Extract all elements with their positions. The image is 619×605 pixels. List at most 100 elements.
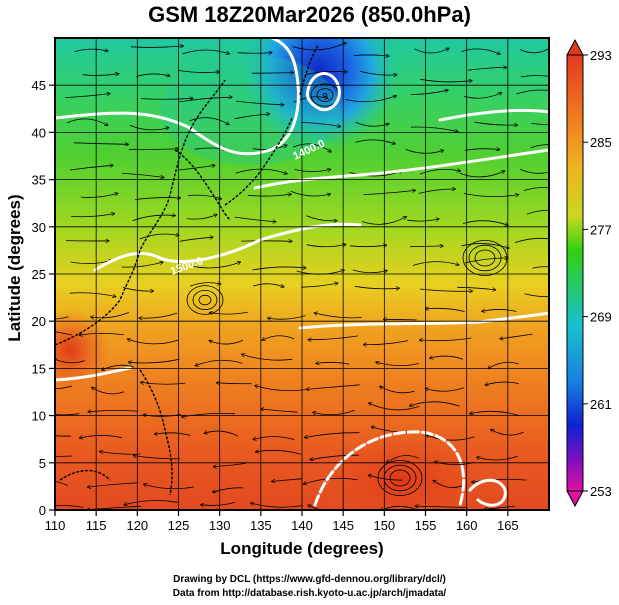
contour-1400	[55, 38, 300, 156]
streamline	[132, 215, 175, 221]
y-tick-label: 10	[32, 409, 46, 424]
streamline	[234, 216, 276, 222]
streamline	[179, 97, 232, 103]
streamline	[67, 118, 107, 125]
colorbar: 293 285 277 269 261 253	[566, 38, 612, 508]
y-tick-label: 45	[32, 78, 46, 93]
credit-line-2: Data from http://database.rish.kyoto-u.a…	[172, 588, 447, 599]
streamline	[376, 362, 420, 366]
streamline	[182, 412, 236, 417]
streamline	[523, 186, 549, 191]
streamline	[410, 90, 448, 95]
streamline	[272, 478, 303, 482]
streamline	[294, 169, 331, 171]
streamline	[290, 191, 331, 196]
x-tick-label: 110	[45, 518, 66, 533]
y-tick-label: 15	[32, 361, 46, 376]
streamline	[363, 190, 416, 195]
streamline	[516, 89, 549, 95]
streamline	[526, 209, 549, 215]
streamline	[74, 49, 108, 51]
streamline	[425, 388, 465, 392]
x-tick-label: 125	[168, 518, 190, 533]
streamline	[139, 234, 179, 240]
streamline	[313, 409, 355, 415]
streamline	[306, 244, 346, 248]
x-tick-label: 135	[250, 518, 272, 533]
streamline	[345, 96, 396, 103]
streamline	[349, 245, 386, 247]
streamline	[300, 122, 340, 126]
streamline	[55, 481, 68, 486]
streamline	[236, 100, 283, 105]
streamline	[519, 47, 549, 54]
streamline	[354, 285, 399, 288]
streamline	[253, 436, 295, 440]
streamline	[196, 359, 243, 365]
streamline	[55, 504, 84, 508]
streamline	[530, 144, 549, 149]
credit-line-1: Drawing by DCL (https://www.gfd-dennou.o…	[173, 574, 446, 585]
streamline	[186, 215, 217, 220]
streamline	[474, 121, 518, 125]
x-tick-label: 150	[373, 518, 395, 533]
streamline	[255, 386, 306, 392]
streamline	[55, 435, 71, 437]
streamline	[189, 117, 229, 125]
streamline	[369, 475, 403, 481]
streamline	[427, 435, 475, 441]
streamline	[463, 93, 501, 99]
streamline	[102, 364, 135, 370]
streamline	[488, 361, 519, 368]
colorbar-label: 261	[590, 397, 612, 412]
vortex-streamline	[192, 289, 218, 310]
grid-lines	[55, 38, 549, 510]
streamline	[292, 43, 347, 51]
y-tick-label: 40	[32, 125, 46, 140]
streamline	[122, 286, 153, 291]
streamline	[433, 480, 464, 488]
streamline	[252, 73, 293, 74]
streamline	[122, 173, 163, 177]
streamline	[91, 312, 129, 318]
streamline	[355, 139, 395, 144]
streamline	[310, 454, 359, 460]
streamline	[55, 455, 73, 458]
streamline	[140, 98, 193, 99]
streamline	[237, 53, 272, 54]
y-tick-label: 25	[32, 267, 46, 282]
vortex-streamline	[316, 88, 334, 102]
streamline	[482, 309, 517, 311]
streamline	[405, 149, 444, 154]
x-tick-label: 140	[291, 518, 313, 533]
streamline	[315, 313, 362, 319]
streamline	[213, 487, 244, 492]
vortex-streamline	[322, 93, 328, 98]
streamline	[461, 48, 500, 54]
streamline	[410, 126, 458, 132]
streamline	[459, 171, 505, 178]
streamline	[308, 335, 359, 340]
streamline	[364, 340, 409, 345]
streamline	[387, 455, 419, 463]
streamline	[261, 409, 298, 413]
streamline	[124, 500, 178, 504]
streamline	[293, 97, 328, 103]
streamline	[69, 292, 116, 297]
streamline	[359, 70, 397, 75]
y-axis-label: Latitude (degrees)	[5, 194, 24, 342]
streamline	[384, 319, 417, 320]
streamline	[209, 340, 244, 345]
streamline	[380, 387, 415, 394]
y-tick-label: 35	[32, 173, 46, 188]
streamline	[531, 123, 549, 126]
streamline	[189, 283, 220, 287]
streamline	[251, 503, 303, 508]
streamline	[524, 293, 549, 298]
colorbar-label: 293	[590, 48, 612, 63]
streamline	[306, 215, 337, 221]
streamline	[182, 49, 229, 54]
streamline	[416, 506, 468, 507]
streamline	[412, 261, 459, 266]
colorbar-top-arrow	[566, 38, 584, 56]
